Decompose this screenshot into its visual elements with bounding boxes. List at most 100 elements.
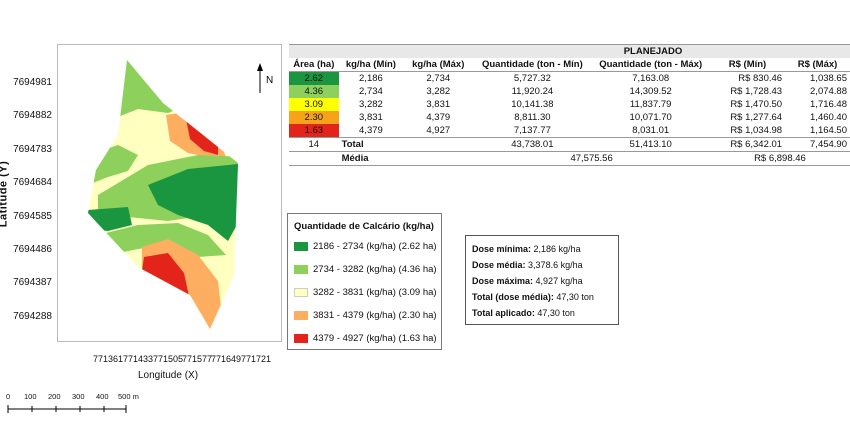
- legend-label: 2734 - 3282 (kg/ha) (4.36 ha): [313, 263, 437, 275]
- legend-item: 2734 - 3282 (kg/ha) (4.36 ha): [294, 262, 437, 276]
- legend-item: 3282 - 3831 (kg/ha) (3.09 ha): [294, 285, 437, 299]
- y-tick: 7694288: [13, 311, 52, 322]
- legend-label: 3831 - 4379 (kg/ha) (2.30 ha): [313, 309, 437, 321]
- y-tick: 7694585: [13, 211, 52, 222]
- cell: 4,379: [426, 112, 451, 123]
- cell: R$ 1,470.50: [730, 99, 783, 110]
- cell: 3,282: [359, 99, 383, 110]
- x-tick: 771433: [123, 354, 154, 364]
- legend-swatch: [294, 241, 308, 251]
- dose-max-label: Dose máxima:: [472, 276, 534, 286]
- y-tick: 7694783: [13, 144, 52, 155]
- cell: 2,186: [359, 73, 383, 84]
- cell: 11,920.24: [511, 86, 554, 97]
- total-rmax: 7,454.90: [810, 139, 847, 150]
- table-group-header: PLANEJADO: [623, 46, 683, 57]
- cell: 8,811.30: [514, 112, 551, 123]
- x-tick: 771505: [153, 354, 184, 364]
- y-tick: 7694684: [13, 177, 52, 188]
- cell: 2,734: [426, 73, 451, 84]
- x-axis-title: Longitude (X): [138, 370, 199, 381]
- legend-title: Quantidade de Calcário (kg/ha): [294, 221, 434, 232]
- col-header: Área (ha): [293, 59, 335, 70]
- col-header: kg/ha (Máx): [412, 59, 465, 70]
- cell: 3,831: [426, 99, 451, 110]
- x-tick: 771577: [182, 354, 213, 364]
- cell: 4,927: [426, 125, 451, 136]
- scale-label: 300: [72, 392, 85, 401]
- y-tick: 7694981: [13, 77, 52, 88]
- cell: 4,379: [359, 125, 383, 136]
- area-cell: 3.09: [289, 98, 339, 111]
- table-row: 1.63 4,379 4,927 7,137.77 8,031.01 R$ 1,…: [289, 124, 850, 138]
- scale-label: 200: [48, 392, 61, 401]
- total-avg-value: 47,30 ton: [556, 292, 594, 302]
- dose-summary-box: Dose mínima: 2,186 kg/ha Dose média: 3,3…: [465, 235, 619, 325]
- area-cell: 1.63: [289, 124, 339, 138]
- total-applied-line: Total aplicado: 47,30 ton: [472, 305, 612, 321]
- cell: 2,734: [359, 86, 383, 97]
- dose-min-line: Dose mínima: 2,186 kg/ha: [472, 241, 612, 257]
- total-area: 14: [308, 139, 320, 150]
- cell: 5,727.32: [513, 73, 551, 84]
- cell: R$ 1,277.64: [730, 112, 783, 123]
- scale-label: 500 m: [118, 392, 139, 401]
- dose-max-line: Dose máxima: 4,927 kg/ha: [472, 273, 612, 289]
- dose-min-label: Dose mínima:: [472, 244, 532, 254]
- legend-swatch: [294, 287, 308, 297]
- cell: 10,141.38: [511, 99, 554, 110]
- col-header: R$ (Máx): [797, 59, 838, 70]
- planning-table: PLANEJADO Área (ha) kg/ha (Mín) kg/ha (M…: [289, 44, 850, 166]
- legend-label: 4379 - 4927 (kg/ha) (1.63 ha): [313, 332, 437, 344]
- scale-label: 0: [6, 392, 11, 401]
- y-axis-title: Latitude (Y): [0, 160, 10, 228]
- legend: Quantidade de Calcário (kg/ha) 2186 - 27…: [287, 213, 442, 350]
- total-qmin: 43,738.01: [511, 139, 554, 150]
- legend-label: 2186 - 2734 (kg/ha) (2.62 ha): [313, 240, 437, 252]
- total-qmax: 51,413.10: [629, 139, 672, 150]
- table-row: 2.30 3,831 4,379 8,811.30 10,071.70 R$ 1…: [289, 111, 850, 124]
- zone-2734-3282-south: [98, 223, 226, 257]
- cell: 1,716.48: [810, 99, 847, 110]
- table-row: 4.36 2,734 3,282 11,920.24 14,309.52 R$ …: [289, 85, 850, 98]
- total-rmin: R$ 6,342.01: [730, 139, 783, 150]
- col-header: R$ (Mín): [728, 59, 767, 70]
- table-row: 2.62 2,186 2,734 5,727.32 7,163.08 R$ 83…: [289, 71, 850, 85]
- dose-avg-line: Dose média: 3,378.6 kg/ha: [472, 257, 612, 273]
- legend-item: 3831 - 4379 (kg/ha) (2.30 ha): [294, 308, 437, 322]
- scale-ruler: [7, 405, 127, 413]
- zone-4379-4927-north: [186, 119, 218, 155]
- cell: R$ 830.46: [738, 73, 783, 84]
- table-row: 3.09 3,282 3,831 10,141.38 11,837.79 R$ …: [289, 98, 850, 111]
- area-cell: 4.36: [289, 85, 339, 98]
- total-row: 14 Total 43,738.01 51,413.10 R$ 6,342.01…: [289, 137, 850, 152]
- legend-item: 4379 - 4927 (kg/ha) (1.63 ha): [294, 331, 437, 345]
- cell: 1,038.65: [810, 73, 847, 84]
- col-header: Quantidade (ton - Máx): [599, 59, 703, 70]
- cell: 2,074.88: [810, 86, 847, 97]
- x-tick: 771361: [93, 354, 124, 364]
- col-header: Quantidade (ton - Mín): [481, 59, 583, 70]
- cell: 7,137.77: [513, 125, 551, 136]
- map-frame: N: [57, 44, 282, 342]
- area-cell: 2.30: [289, 111, 339, 124]
- y-tick: 7694882: [13, 110, 52, 121]
- cell: 1,460.40: [810, 112, 847, 123]
- media-label: Média: [341, 153, 369, 164]
- media-cost: R$ 6,898.46: [754, 153, 806, 164]
- cell: R$ 1,728.43: [730, 86, 783, 97]
- total-applied-label: Total aplicado:: [472, 308, 535, 318]
- legend-item: 2186 - 2734 (kg/ha) (2.62 ha): [294, 239, 437, 253]
- area-cell: 2.62: [289, 71, 339, 85]
- dose-max-value: 4,927 kg/ha: [535, 276, 583, 286]
- total-applied-value: 47,30 ton: [537, 308, 575, 318]
- total-avg-line: Total (dose média): 47,30 ton: [472, 289, 612, 305]
- x-tick: 771649: [211, 354, 242, 364]
- total-label: Total: [341, 139, 364, 150]
- y-tick: 7694387: [13, 277, 52, 288]
- dose-avg-value: 3,378.6 kg/ha: [528, 260, 583, 270]
- cell: 11,837.79: [629, 99, 672, 110]
- cell: 7,163.08: [632, 73, 670, 84]
- total-avg-label: Total (dose média):: [472, 292, 554, 302]
- y-tick: 7694486: [13, 244, 52, 255]
